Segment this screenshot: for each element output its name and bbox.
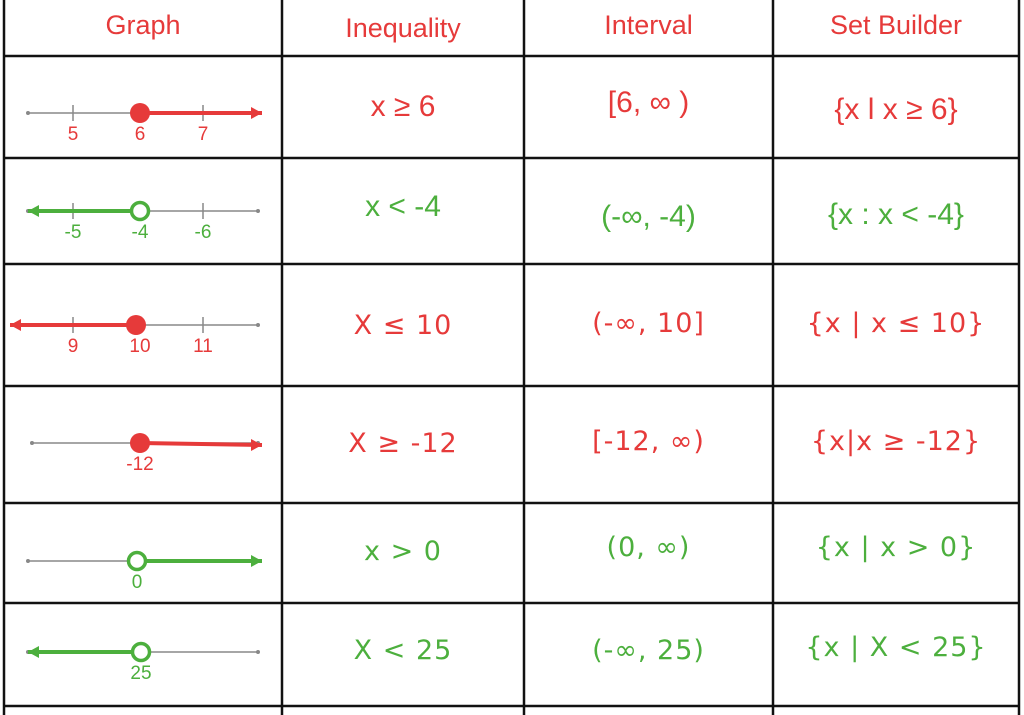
row-3-set-builder: {x | x ≤ 10} bbox=[806, 308, 986, 339]
row-1-axis-end-left bbox=[26, 111, 30, 115]
row-5-inequality: x > 0 bbox=[364, 536, 442, 567]
row-5-axis-end-left bbox=[26, 559, 30, 563]
row-4-closed-point bbox=[130, 433, 150, 453]
row-2-tick-label: -4 bbox=[132, 222, 149, 243]
row-5-open-point bbox=[126, 550, 148, 572]
row-4-tick-label: -12 bbox=[126, 454, 153, 475]
row-6-interval: (-∞, 25) bbox=[592, 635, 705, 666]
row-6-axis-end-right bbox=[256, 650, 260, 654]
header-graph: Graph bbox=[105, 10, 181, 40]
row-3-tick-label: 10 bbox=[129, 336, 150, 357]
row-5-arrowhead bbox=[251, 555, 262, 567]
row-2-set-builder: {x : x < -4} bbox=[828, 198, 964, 231]
row-3-arrowhead bbox=[10, 319, 21, 331]
row-3-axis-end-right bbox=[256, 323, 260, 327]
header-set-builder: Set Builder bbox=[829, 10, 963, 40]
row-2-open-point bbox=[129, 200, 151, 222]
row-6-tick-label: 25 bbox=[130, 663, 151, 684]
row-6-inequality: X < 25 bbox=[353, 635, 453, 666]
row-2-tick-label: -5 bbox=[65, 222, 82, 243]
row-2-inequality: x < -4 bbox=[365, 190, 441, 223]
row-4-solution-ray bbox=[139, 441, 263, 447]
row-6-open-point bbox=[130, 641, 152, 663]
row-4-axis-end-left bbox=[30, 441, 34, 445]
row-5-interval: (0, ∞) bbox=[606, 532, 691, 563]
row-4-arrowhead bbox=[251, 439, 262, 451]
row-3-interval: (-∞, 10] bbox=[592, 308, 705, 339]
row-5-tick-label: 0 bbox=[132, 572, 143, 593]
row-6-arrowhead bbox=[28, 646, 39, 658]
row-1-arrowhead bbox=[251, 107, 262, 119]
row-4-inequality: X ≥ -12 bbox=[348, 428, 458, 459]
row-5-set-builder: {x | x > 0} bbox=[815, 532, 977, 563]
row-1-closed-point bbox=[130, 103, 150, 123]
row-6-set-builder: {x | X < 25} bbox=[805, 632, 987, 663]
row-1-interval: [6, ∞ ) bbox=[607, 86, 690, 119]
row-4-interval: [-12, ∞) bbox=[592, 426, 705, 457]
row-2-axis-end-right bbox=[256, 209, 260, 213]
row-1-tick-label: 6 bbox=[135, 124, 146, 145]
row-3-tick-label: 11 bbox=[193, 336, 213, 357]
header-interval: Interval bbox=[604, 10, 693, 40]
row-1-inequality: x ≥ 6 bbox=[370, 90, 436, 123]
header-inequality: Inequality bbox=[345, 13, 461, 43]
row-1-set-builder: {x l x ≥ 6} bbox=[834, 93, 958, 126]
row-2-interval: (-∞, -4) bbox=[601, 200, 696, 233]
row-2-tick-label: -6 bbox=[195, 222, 212, 243]
row-1-tick-label: 5 bbox=[68, 124, 79, 145]
row-3-closed-point bbox=[126, 315, 146, 335]
row-2-arrowhead bbox=[28, 205, 39, 217]
row-1-tick-label: 7 bbox=[198, 124, 209, 145]
row-4-set-builder: {x|x ≥ -12} bbox=[810, 426, 982, 457]
row-3-inequality: X ≤ 10 bbox=[353, 310, 453, 341]
row-3-tick-label: 9 bbox=[68, 336, 79, 357]
